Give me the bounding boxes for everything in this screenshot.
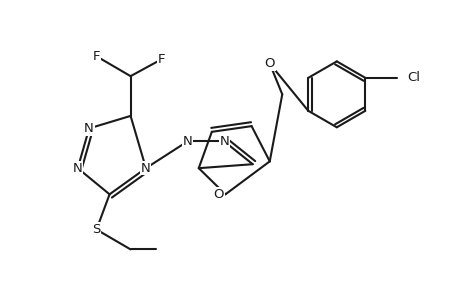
Text: S: S [92,223,101,236]
Text: N: N [141,162,151,175]
Text: O: O [264,57,274,70]
Text: N: N [73,162,83,175]
Text: F: F [158,52,165,66]
Text: N: N [219,135,229,148]
Text: Cl: Cl [406,71,419,84]
Text: N: N [84,122,94,135]
Text: F: F [93,50,100,63]
Text: O: O [213,188,224,201]
Text: N: N [182,135,192,148]
